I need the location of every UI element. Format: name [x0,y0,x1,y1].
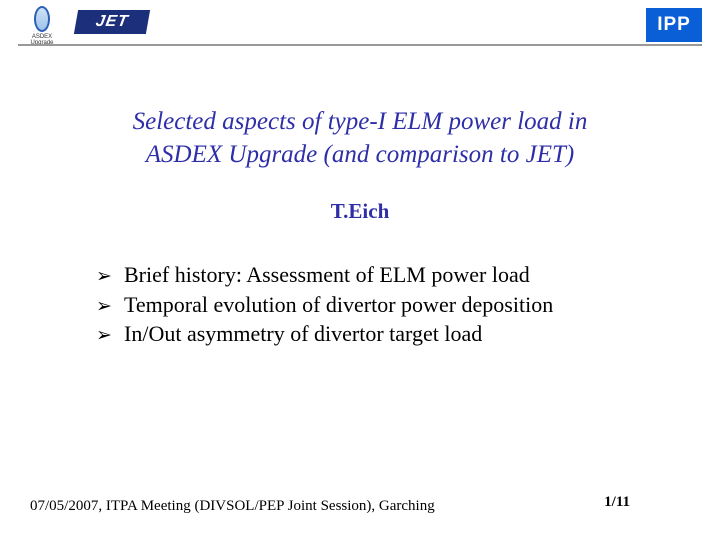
asdex-icon [34,6,50,32]
bullet-arrow-icon: ➢ [96,294,116,320]
bullet-item: ➢ Temporal evolution of divertor power d… [96,290,720,320]
header-divider [18,44,702,46]
bullet-item: ➢ In/Out asymmetry of divertor target lo… [96,319,720,349]
bullet-arrow-icon: ➢ [96,323,116,349]
bullet-arrow-icon: ➢ [96,264,116,290]
bullet-item: ➢ Brief history: Assessment of ELM power… [96,260,720,290]
bullet-text: Temporal evolution of divertor power dep… [124,290,553,320]
bullet-text: In/Out asymmetry of divertor target load [124,319,482,349]
header-bar: ASDEX Upgrade JET IPP [0,0,720,58]
footer-text: 07/05/2007, ITPA Meeting (DIVSOL/PEP Joi… [30,498,435,515]
jet-logo: JET [74,10,150,34]
bullet-text: Brief history: Assessment of ELM power l… [124,260,530,290]
asdex-logo: ASDEX Upgrade [22,6,62,46]
ipp-logo: IPP [646,8,702,42]
page-number: 1/11 [604,494,630,511]
title-line-2: ASDEX Upgrade (and comparison to JET) [0,139,720,172]
title-line-1: Selected aspects of type-I ELM power loa… [0,106,720,139]
slide-title: Selected aspects of type-I ELM power loa… [0,106,720,171]
bullet-list: ➢ Brief history: Assessment of ELM power… [96,260,720,349]
author-name: T.Eich [0,199,720,224]
